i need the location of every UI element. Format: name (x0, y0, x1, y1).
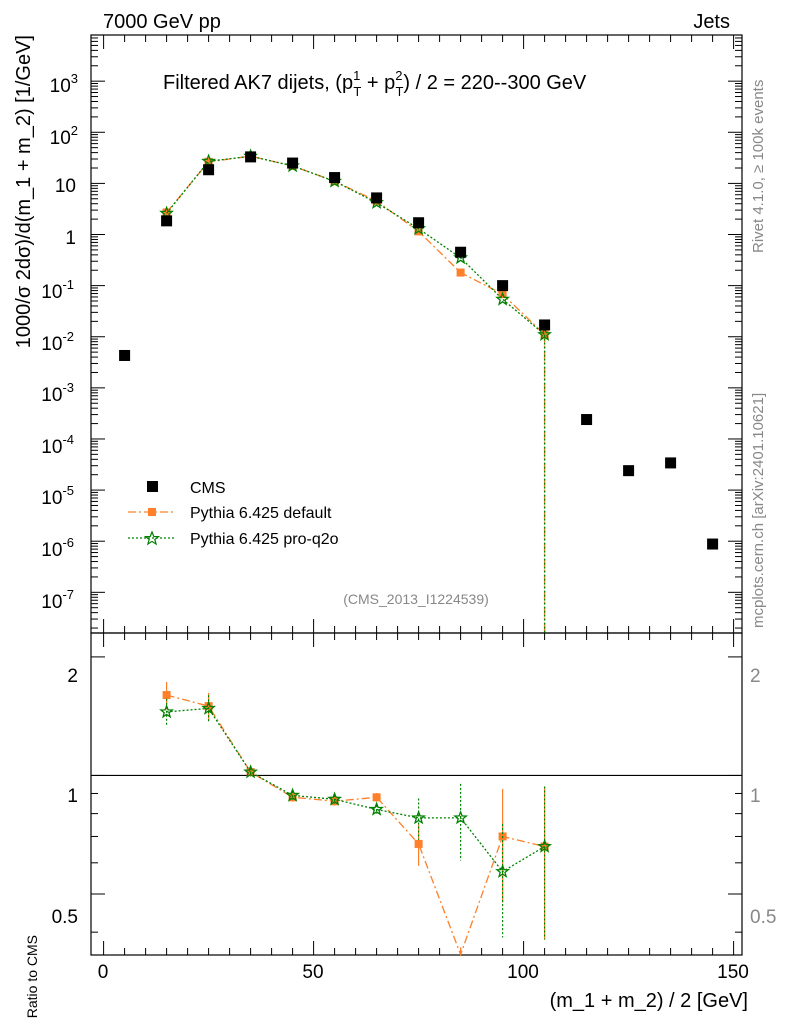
point-default (204, 157, 213, 166)
x-tick-label: 150 (717, 962, 749, 983)
y-tick-label: 10-1 (41, 277, 74, 303)
ratio-tick-label-left: 0.5 (52, 907, 78, 928)
point-cms (665, 457, 677, 469)
point-cms (329, 172, 341, 184)
series-line-main (166, 155, 546, 336)
point-cms (455, 246, 467, 258)
ratio-y-axis-title: Ratio to CMS (24, 935, 40, 1018)
ratio-tick-label-right: 0.5 (750, 907, 776, 928)
ratio-tick-label-left: 2 (67, 666, 78, 687)
point-cms (203, 164, 215, 176)
point-cms (287, 157, 299, 169)
y-tick-labels: 103 102 10 1 10-1 10-2 10-3 10-4 10-5 10… (41, 71, 78, 613)
point-default (456, 268, 465, 277)
analysis-id-label: (CMS_2013_I1224539) (343, 591, 489, 607)
x-tick-label: 100 (507, 962, 539, 983)
point-cms (581, 414, 593, 426)
ratio-point-pro-q2o (285, 787, 301, 802)
x-tick-label: 50 (302, 962, 323, 983)
point-cms (707, 538, 719, 550)
point-cms (623, 465, 635, 477)
point-cms (497, 280, 509, 292)
ratio-point-pro-q2o (369, 801, 385, 816)
y-tick-label: 102 (50, 123, 78, 149)
legend-marker-pro-q2o (143, 530, 161, 546)
point-pro-q2o (201, 153, 217, 168)
point-cms (245, 151, 257, 163)
ratio-point-pro-q2o (411, 810, 427, 825)
series-line-ratio (166, 694, 545, 957)
chart-title: Filtered AK7 dijets, (p1 T + p2 T) / 2 = 2… (163, 68, 587, 99)
point-cms (119, 349, 131, 361)
x-tick-labels: 0 50 100 150 (98, 962, 749, 983)
ratio-point-pro-q2o (201, 700, 217, 715)
ratio-tick-label-right: 2 (750, 666, 761, 687)
y-tick-label: 1 (65, 228, 76, 249)
point-cms (539, 319, 551, 331)
ratio-point-pro-q2o (537, 838, 553, 853)
y-tick-label: 10 (55, 176, 76, 197)
legend-label-default: Pythia 6.425 default (190, 505, 332, 522)
series-line-main (166, 155, 546, 336)
x-axis-title: (m_1 + m_2) / 2 [GeV] (550, 990, 748, 1012)
point-pro-q2o (495, 291, 511, 306)
main-panel-frame (90, 34, 743, 634)
y-tick-label: 10-7 (41, 587, 74, 613)
y-tick-label: 10-2 (41, 329, 74, 355)
ratio-tick-label-right: 1 (750, 786, 761, 807)
y-axis-title: 1000/σ 2dσ)/d(m_1 + m_2) [1/GeV] (13, 35, 35, 348)
legend-marker-cms (147, 481, 158, 492)
header-energy: 7000 GeV pp (103, 11, 221, 33)
legend-label-pro-q2o: Pythia 6.425 pro-q2o (190, 531, 339, 548)
ratio-panel-frame (90, 632, 743, 956)
y-tick-label: 10-3 (41, 380, 74, 406)
ratio-tick-label-left: 1 (67, 786, 78, 807)
legend: CMS Pythia 6.425 default Pythia 6.425 pr… (128, 480, 339, 548)
x-tick-label: 0 (98, 962, 109, 983)
ratio-point-pro-q2o (159, 704, 175, 719)
point-cms (413, 217, 425, 229)
legend-label-cms: CMS (190, 480, 226, 497)
ratio-tick-labels: 2 1 0.5 2 1 0.5 (52, 666, 777, 928)
header-category: Jets (693, 11, 730, 33)
ratio-point-pro-q2o (243, 764, 259, 779)
rivet-version-label: Rivet 4.1.0, ≥ 100k events (750, 80, 767, 253)
point-pro-q2o (537, 326, 553, 342)
y-tick-label: 103 (50, 71, 78, 97)
mcplots-source-label: mcplots.cern.ch [arXiv:2401.10621] (750, 393, 767, 628)
ratio-point-pro-q2o (327, 791, 343, 806)
y-tick-label: 10-4 (41, 432, 74, 458)
legend-marker-default (148, 508, 156, 516)
series-line-ratio (166, 707, 545, 873)
data-marks (119, 148, 719, 957)
axis-ticks (91, 34, 742, 955)
point-cms (161, 215, 173, 227)
y-tick-label: 10-5 (41, 483, 74, 509)
y-tick-label: 10-6 (41, 535, 74, 561)
point-cms (371, 192, 383, 204)
